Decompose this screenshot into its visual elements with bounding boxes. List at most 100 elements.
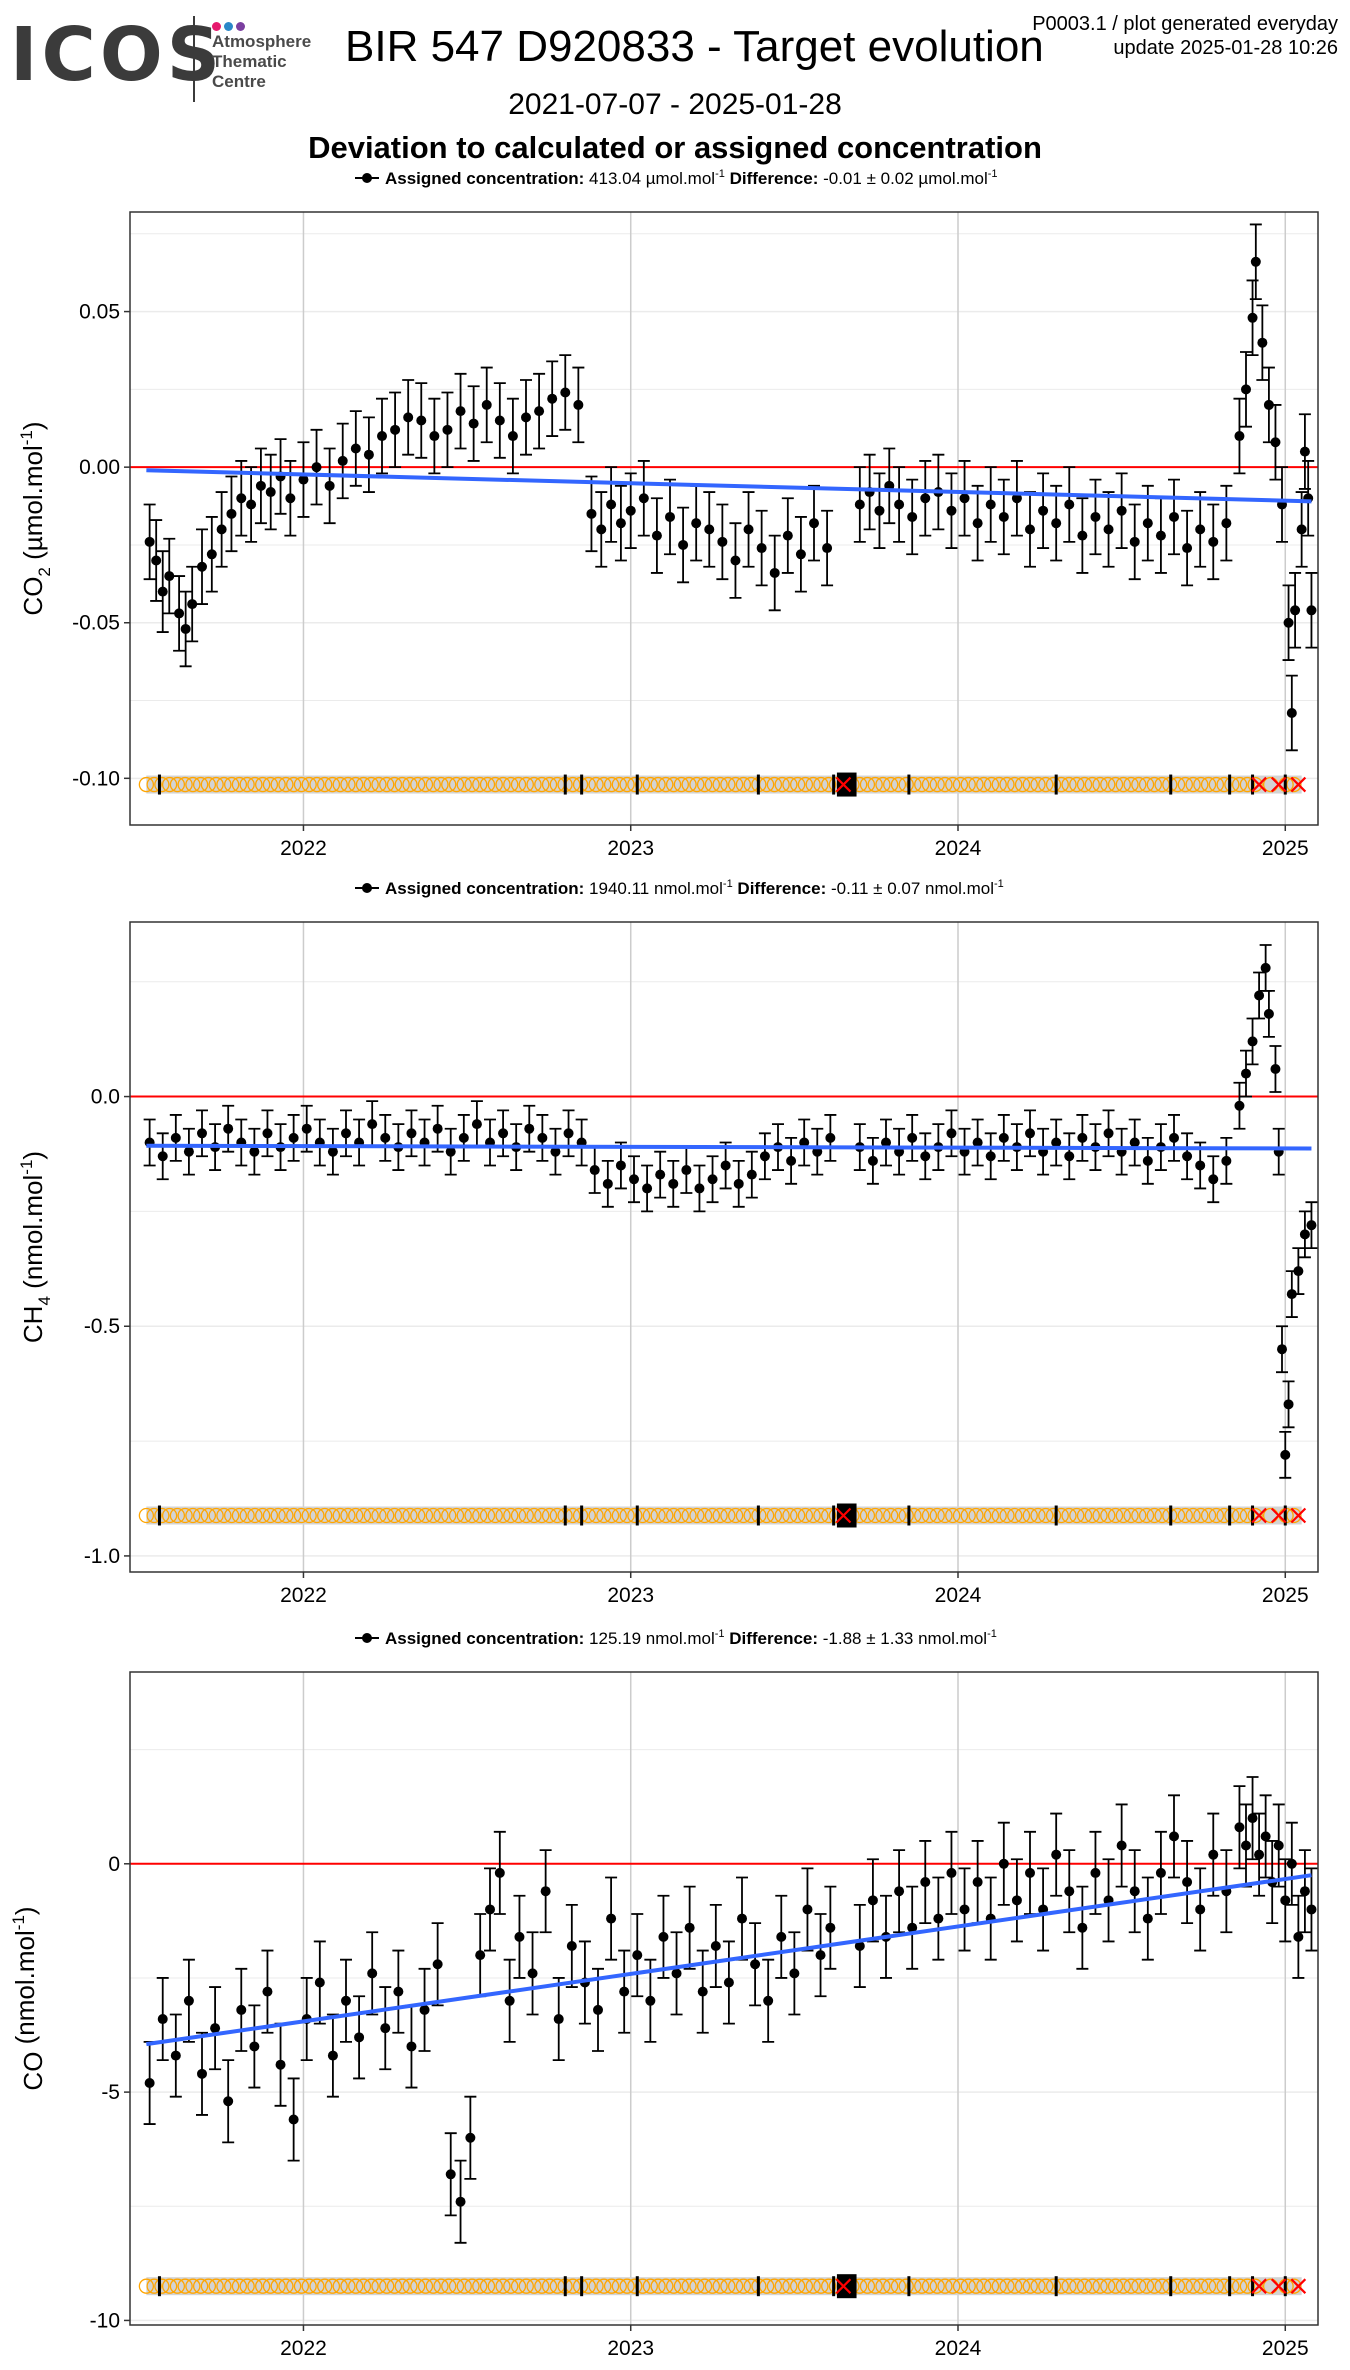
flag-circle — [1115, 2278, 1131, 2294]
data-point — [1129, 1886, 1140, 1897]
flag-cross — [1270, 1507, 1287, 1524]
y-tick-label: -10 — [90, 2309, 120, 2332]
data-point — [799, 1137, 810, 1148]
data-point — [822, 543, 833, 554]
flag-circle — [797, 776, 814, 793]
flag-circle — [410, 776, 426, 793]
flag-circle — [813, 1507, 829, 1524]
flag-circle — [479, 776, 496, 793]
flag-circle — [410, 2278, 426, 2294]
flag-circle — [526, 2278, 542, 2294]
flag-circle — [627, 2278, 643, 2294]
data-point — [907, 511, 918, 522]
flag-circle — [363, 2278, 379, 2294]
flag-markers — [138, 2274, 1307, 2299]
flag-circle — [309, 776, 325, 793]
flag-circle — [503, 1507, 519, 1524]
flag-circle — [456, 2278, 472, 2294]
flag-circle — [1014, 1507, 1031, 1524]
flag-circle — [976, 1507, 992, 1524]
flag-circle — [1045, 1507, 1062, 1524]
flag-circle — [472, 776, 488, 793]
data-point — [1208, 1849, 1219, 1860]
legend: Assigned concentration: 413.04 µmol.mol-… — [355, 168, 998, 188]
flag-circle — [696, 2278, 713, 2294]
flag-circle — [859, 776, 876, 793]
data-point — [327, 2050, 338, 2061]
flag-circle — [1177, 2278, 1193, 2294]
data-point — [697, 1986, 708, 1997]
flag-circle — [673, 2278, 690, 2294]
flag-circle — [433, 776, 449, 793]
data-point — [795, 549, 806, 560]
flag-circle — [340, 1507, 356, 1524]
data-point — [144, 536, 155, 547]
flag-circle — [642, 776, 658, 793]
legend-part: Difference: — [725, 169, 819, 188]
flag-circle — [1069, 2278, 1085, 2294]
page-title: BIR 547 D920833 - Target evolution — [345, 22, 1044, 71]
flag-circle — [200, 776, 217, 793]
flag-circle — [596, 1507, 612, 1524]
data-point — [249, 2041, 260, 2052]
flag-circle — [541, 776, 558, 793]
flag-circle — [603, 1507, 620, 1524]
flag-circle — [270, 776, 286, 793]
flag-circle — [642, 1507, 658, 1524]
flag-circle — [1200, 776, 1217, 793]
data-point — [1299, 1229, 1310, 1240]
data-point — [1306, 1904, 1317, 1915]
legend-text: Assigned concentration: 125.19 nmol.mol-… — [385, 1628, 997, 1648]
data-point — [710, 1940, 721, 1951]
x-tick-label: 2023 — [607, 2337, 654, 2360]
flag-circle — [968, 2278, 984, 2294]
flag-circle — [1239, 1507, 1256, 1524]
flag-circle — [456, 1507, 472, 1524]
flag-block — [836, 772, 857, 797]
data-point — [1290, 605, 1301, 616]
y-axis-label-part: -1 — [17, 1160, 36, 1175]
flag-circle — [890, 1507, 907, 1524]
flag-circle — [658, 776, 674, 793]
flag-circle — [138, 776, 155, 793]
data-point — [894, 499, 905, 510]
flag-circle — [1231, 1507, 1248, 1524]
flag-circle — [1030, 2278, 1046, 2294]
data-point — [723, 1977, 734, 1988]
flag-circle — [712, 2278, 728, 2294]
flag-cross — [835, 1507, 852, 1524]
flag-circle — [324, 2278, 341, 2294]
flag-circle — [456, 776, 472, 793]
flag-circle — [154, 1507, 170, 1524]
data-point — [1299, 446, 1310, 457]
data-point — [164, 571, 175, 582]
flag-circle — [1007, 1507, 1023, 1524]
flag-circle — [1177, 776, 1193, 793]
x-tick-label: 2023 — [607, 1584, 654, 1607]
data-point — [170, 2050, 181, 2061]
data-point — [547, 393, 558, 404]
data-point — [288, 1132, 299, 1143]
legend: Assigned concentration: 125.19 nmol.mol-… — [355, 1628, 997, 1648]
flag-circle — [503, 2278, 519, 2294]
data-point — [197, 561, 207, 572]
flag-circle — [704, 1507, 721, 1524]
flag-circle — [921, 1507, 938, 1524]
data-point — [730, 555, 741, 566]
flag-circle — [224, 1507, 240, 1524]
data-point — [1038, 505, 1049, 516]
flag-circle — [665, 1507, 682, 1524]
data-point — [468, 418, 479, 429]
data-point — [867, 1895, 878, 1906]
flag-cross — [1290, 2278, 1307, 2294]
data-point — [1025, 1128, 1035, 1139]
legend-part: 125.19 nmol.mol — [584, 1629, 714, 1648]
flag-circle — [410, 1507, 426, 1524]
flag-circle — [929, 2278, 945, 2294]
flag-circle — [603, 776, 620, 793]
flag-circle — [1138, 776, 1155, 793]
flag-circle — [526, 776, 542, 793]
flag-circle — [883, 2278, 899, 2294]
flag-circle — [386, 1507, 403, 1524]
data-point — [1169, 511, 1179, 522]
